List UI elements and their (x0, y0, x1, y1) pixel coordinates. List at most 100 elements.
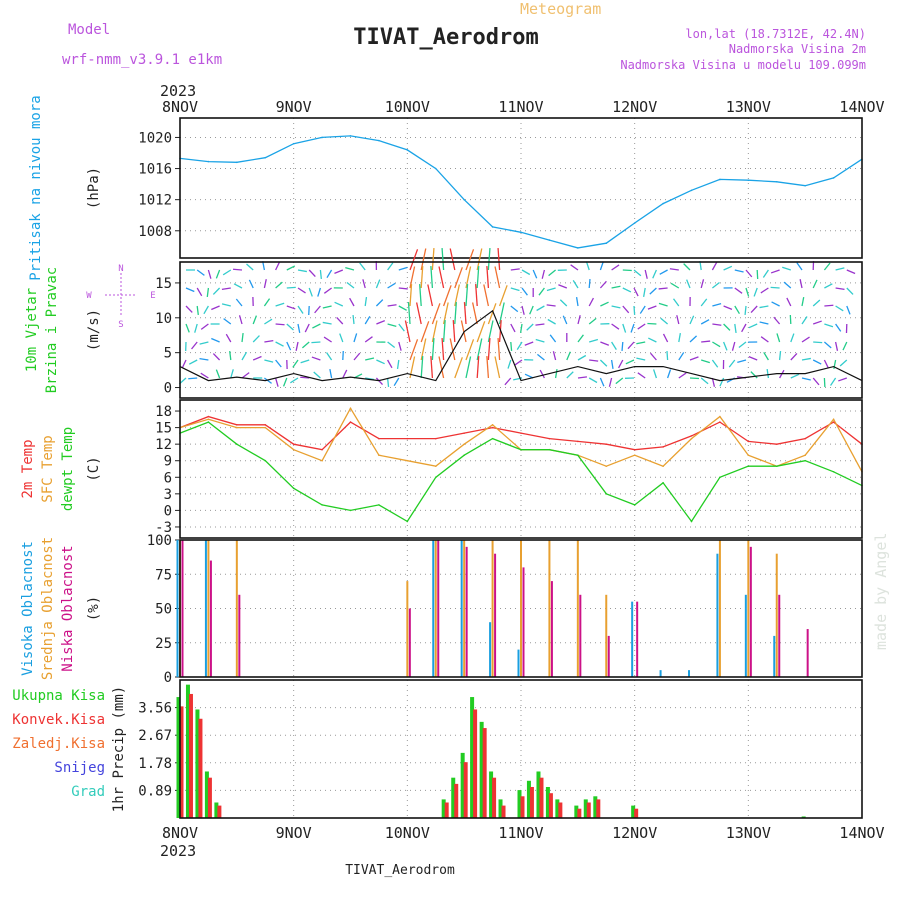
wind-arrow (465, 284, 469, 307)
compass-s: S (118, 320, 123, 330)
wind-arrow (304, 323, 310, 333)
wind-arrow (185, 305, 193, 313)
wind-arrow (222, 269, 232, 276)
wind-arrow (622, 305, 630, 314)
bar-ukupna-kisa (536, 771, 541, 818)
wind-arrow (199, 341, 209, 345)
wind-arrow (588, 297, 594, 307)
wind-arrow (404, 320, 411, 343)
wind-arrow (308, 287, 313, 297)
data-point (434, 167, 437, 170)
data-point (491, 226, 494, 228)
wind-arrow (633, 305, 636, 316)
wind-arrow (326, 269, 333, 279)
wind-arrow (625, 359, 635, 365)
wind-arrow (200, 372, 209, 379)
bar-konvek.kisa (586, 802, 591, 818)
wind-arrow (235, 298, 243, 307)
wind-arrow (274, 377, 279, 387)
wind-arrow (312, 323, 321, 329)
wind-arrow (398, 266, 408, 271)
wind-arrow (442, 320, 446, 343)
wind-arrow (188, 377, 198, 380)
time-tick-top: 12NOV (612, 98, 657, 116)
wind-arrow (181, 359, 187, 369)
bar-srednja-oblacnost (406, 581, 409, 677)
wind-arrow (494, 356, 501, 379)
wind-arrow (812, 279, 818, 289)
data-point (832, 470, 835, 473)
panel-frame (179, 539, 863, 678)
wind-arrow (672, 298, 680, 307)
data-point (690, 520, 693, 523)
wind-arrow (600, 341, 610, 346)
ytick-label: 6 (164, 470, 172, 486)
wind-arrow (241, 372, 250, 379)
wind-arrow (778, 350, 782, 361)
wind-arrow (835, 305, 844, 312)
ylabel-line: SFC Temp (40, 435, 56, 502)
wind-arrow (442, 285, 452, 307)
bar-srednja-oblacnost (775, 553, 778, 677)
wind-arrow (314, 305, 321, 314)
wind-arrow (415, 302, 422, 325)
wind-arrow (387, 304, 397, 307)
wind-arrow (549, 334, 557, 343)
data-point (832, 177, 835, 179)
wind-arrow (241, 351, 248, 361)
bar-niska-oblacnost (408, 608, 411, 677)
bar-konvek.kisa (529, 786, 534, 818)
wind-arrow (252, 315, 258, 325)
time-tick-top: 8NOV (162, 98, 198, 116)
wind-arrow (215, 369, 221, 379)
wind-arrow (575, 297, 579, 307)
wind-arrow (589, 338, 599, 343)
wind-arrow (647, 305, 657, 310)
wind-arrow (252, 355, 262, 361)
wind-arrow (223, 318, 232, 325)
bar-ukupna-kisa (185, 684, 190, 818)
data-point (434, 465, 437, 468)
wind-arrow (232, 268, 243, 271)
wind-arrow (722, 341, 728, 351)
wind-arrow (398, 323, 405, 332)
wind-arrow (286, 265, 296, 271)
wind-arrow (838, 377, 848, 382)
wind-arrow (660, 317, 669, 325)
wind-arrow (441, 338, 445, 361)
wind-arrow (376, 359, 385, 365)
bar-konvek.kisa (454, 783, 459, 818)
wind-arrow (487, 303, 497, 325)
ylabel-line: Brzina i Pravac (44, 267, 60, 393)
wind-arrow (711, 359, 719, 368)
wind-arrow (454, 267, 463, 289)
bar-ukupna-kisa (498, 799, 503, 818)
data-point (605, 443, 608, 445)
wind-arrow (375, 299, 384, 307)
bar-visoka-oblacnost (716, 553, 719, 677)
wind-arrow (322, 321, 332, 325)
ylabel-line: dewpt Temp (60, 427, 76, 511)
bar-konvek.kisa (539, 777, 544, 818)
wind-arrow (648, 337, 657, 343)
wind-arrow (200, 323, 209, 330)
wind-arrow (686, 279, 691, 289)
model-altitude: Nadmorska Visina u modelu 109.099m (620, 58, 866, 72)
wind-arrow (812, 377, 820, 386)
data-point (491, 437, 494, 440)
wind-arrow (823, 359, 829, 369)
wind-arrow (750, 371, 758, 379)
bar-ukupna-kisa (195, 709, 200, 818)
wind-arrow (510, 287, 520, 292)
data-point (236, 424, 238, 426)
wind-arrow (813, 341, 823, 344)
time-tick-bottom: 9NOV (276, 824, 312, 842)
wind-arrow (770, 269, 780, 274)
data-point (747, 465, 750, 468)
wind-arrow (678, 352, 685, 361)
wind-arrow (615, 377, 624, 385)
wind-arrow (711, 281, 720, 289)
wind-arrow (275, 281, 283, 289)
ylabel-line: Srednja Oblacnost (40, 537, 56, 680)
wind-arrow (610, 359, 614, 369)
